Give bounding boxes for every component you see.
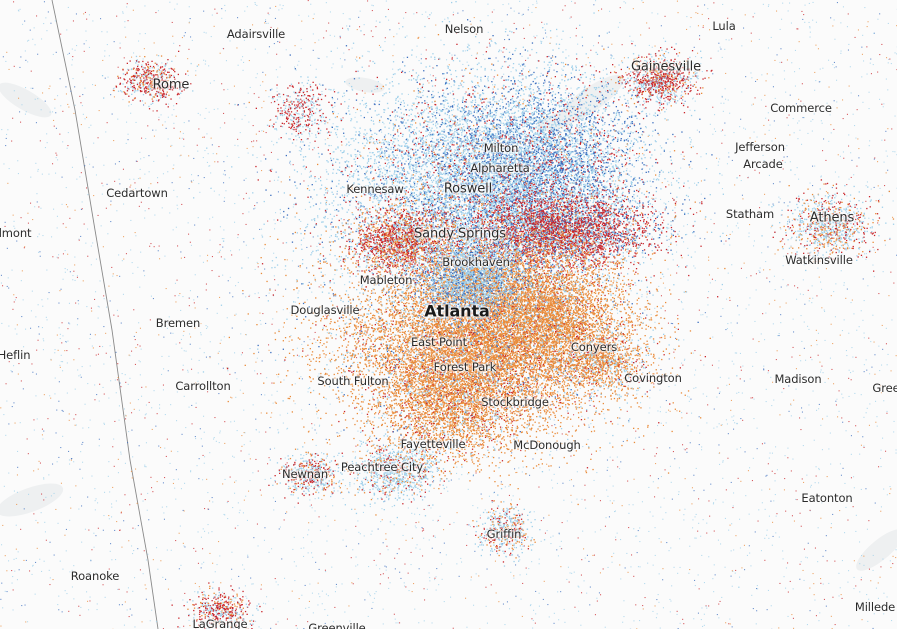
place-label-arcade: Arcade [743, 157, 783, 171]
place-label-watkinsville: Watkinsville [785, 253, 853, 267]
place-label-carrollton: Carrollton [175, 379, 230, 393]
place-label-milton: Milton [484, 141, 519, 155]
place-label-millede: Millede [855, 600, 895, 614]
place-label-cedartown: Cedartown [106, 186, 168, 200]
place-label-lula: Lula [712, 19, 735, 33]
water-body [344, 75, 386, 96]
place-label-adairsville: Adairsville [227, 27, 285, 41]
place-label-fayetteville: Fayetteville [401, 437, 466, 451]
place-label-eatonton: Eatonton [801, 491, 852, 505]
place-label-mcdonough: McDonough [513, 438, 580, 452]
place-label-stockbridge: Stockbridge [481, 395, 549, 409]
place-label-brookhaven: Brookhaven [442, 255, 510, 269]
place-label-bremen: Bremen [156, 316, 200, 330]
place-label-douglasville: Douglasville [291, 303, 360, 317]
place-label-south-fulton: South Fulton [317, 374, 388, 388]
place-label-greenville: Greenville [308, 621, 365, 629]
place-label-peachtree-city: Peachtree City [341, 460, 423, 474]
place-label-alpharetta: Alpharetta [470, 161, 529, 175]
place-label-gainesville: Gainesville [631, 60, 701, 75]
water-body [0, 477, 67, 523]
place-label-griffin: Griffin [487, 527, 522, 541]
place-label-conyers: Conyers [571, 340, 617, 354]
place-label-commerce: Commerce [770, 101, 832, 115]
place-label-roswell: Roswell [444, 182, 492, 197]
place-label-kennesaw: Kennesaw [346, 182, 403, 196]
place-label-sandy-springs: Sandy Springs [414, 227, 506, 242]
state-border-line [52, 0, 158, 629]
place-label-heflin: Heflin [0, 348, 30, 362]
place-label-covington: Covington [624, 371, 682, 385]
place-label-forest-park: Forest Park [434, 360, 497, 374]
place-label-east-point: East Point [411, 335, 467, 349]
place-label-gree: Gree [872, 381, 897, 395]
place-label-mableton: Mableton [360, 273, 413, 287]
place-label-lagrange: LaGrange [192, 617, 247, 629]
place-label-statham: Statham [726, 207, 774, 221]
water-body [0, 76, 56, 123]
place-label-atlanta: Atlanta [424, 302, 489, 321]
place-label-roanoke: Roanoke [71, 569, 120, 583]
place-label-madison: Madison [774, 372, 821, 386]
place-label-dmont: dmont [0, 226, 31, 240]
place-label-newnan: Newnan [282, 467, 328, 481]
place-label-jefferson: Jefferson [735, 140, 785, 154]
water-body [851, 523, 897, 577]
place-label-rome: Rome [153, 78, 190, 93]
place-label-athens: Athens [810, 211, 854, 226]
place-label-nelson: Nelson [445, 22, 484, 36]
